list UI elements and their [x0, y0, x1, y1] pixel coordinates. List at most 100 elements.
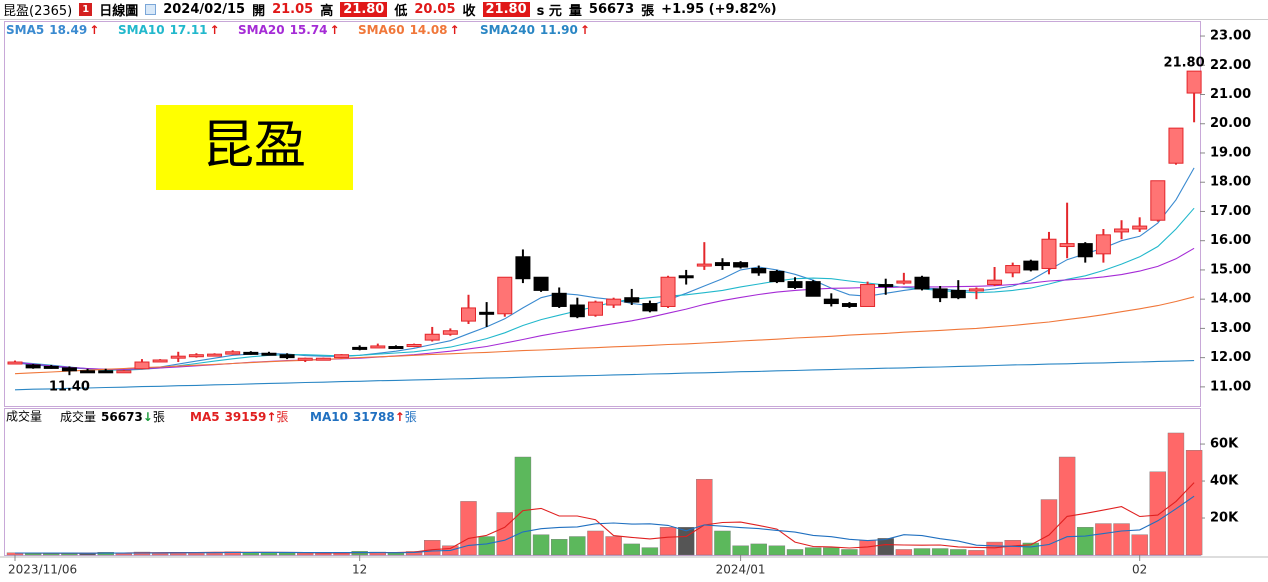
candle-body [1041, 238, 1057, 269]
y-tick-label: 60K [1210, 437, 1239, 452]
y-tick-label: 13.00 [1210, 321, 1251, 336]
price-panel [4, 21, 1201, 407]
ma-line [14, 296, 1195, 375]
candle-body [116, 370, 132, 374]
legend-arrow: ↑ [450, 23, 460, 37]
change: +1.95 (+9.82%) [661, 2, 777, 17]
stock-name: 昆盈(2365) [3, 4, 73, 19]
volume-bar [496, 512, 513, 556]
volume-bar [750, 543, 767, 556]
candle-body [696, 263, 712, 267]
header-bar: 昆盈(2365) 1 日線圖 2024/02/15 開 21.05 高 21.8… [0, 0, 1268, 20]
candle-body [297, 357, 313, 361]
volume-bar [841, 549, 858, 556]
candle-body [134, 361, 150, 370]
period[interactable]: 日線圖 [99, 4, 139, 19]
high-label: 高 [320, 4, 334, 19]
candle-body [406, 343, 422, 348]
candle-body [315, 357, 331, 361]
candle-body [334, 354, 350, 359]
legend-entry: MA5 39159↑張 [190, 410, 288, 424]
candle-body [352, 346, 368, 350]
candle-body [279, 354, 295, 359]
legend-value: 17.11 [170, 23, 208, 37]
y-tick-label: 23.00 [1210, 29, 1251, 44]
candle-body [678, 275, 694, 279]
y-tick-label: 20.00 [1210, 116, 1251, 131]
candle-body [98, 370, 114, 374]
volume-bar [768, 545, 786, 556]
legend-name: SMA5 [6, 23, 44, 37]
volume-value: 56673 [588, 2, 635, 17]
y-tick-label: 19.00 [1210, 145, 1251, 160]
candle-body [388, 346, 404, 350]
volume-bar [732, 545, 749, 556]
x-tick-label: 2024/01 [716, 563, 766, 577]
close-label: 收 [462, 4, 476, 19]
y-tick-label: 11.00 [1210, 379, 1251, 394]
volume-bar [315, 553, 332, 556]
candle-body [497, 276, 513, 315]
candle-body [1023, 260, 1039, 271]
y-tick-label: 15.00 [1210, 262, 1251, 277]
volume-bar [659, 527, 677, 556]
candle-body [152, 359, 168, 363]
legend-arrow: ↑ [395, 410, 405, 424]
low-label: 低 [394, 4, 408, 19]
candle-body [624, 297, 640, 303]
y-tick-label: 17.00 [1210, 204, 1251, 219]
candle-body [43, 365, 59, 369]
volume-unit: 張 [641, 4, 655, 19]
candle-body [1150, 180, 1166, 221]
ma-line [14, 167, 1195, 371]
legend-arrow: ↓ [143, 410, 153, 424]
volume-title: 成交量 [6, 409, 42, 424]
high-value: 21.80 [340, 2, 388, 17]
volume-bar [551, 539, 568, 556]
candle-body [660, 276, 676, 307]
volume-bar [823, 547, 840, 556]
legend-name: SMA240 [480, 23, 535, 37]
legend-arrow: ↑ [89, 23, 99, 37]
candle-body [442, 330, 458, 335]
volume-bar [405, 551, 423, 556]
volume-bar [641, 547, 659, 556]
volume-bar [569, 536, 586, 556]
candle-body [823, 298, 839, 305]
volume-bar [532, 534, 550, 556]
volume-bar [1004, 540, 1021, 556]
candle-body [787, 281, 803, 288]
x-tick-label: 02 [1132, 563, 1147, 577]
volume-bar [895, 549, 913, 556]
candle-body [950, 289, 966, 299]
candle-body [569, 304, 585, 318]
y-tick-label: 18.00 [1210, 175, 1251, 190]
volume-bar [714, 530, 731, 556]
volume-bar [677, 527, 695, 556]
legend-entry: MA10 31788↑張 [310, 410, 417, 424]
volume-bar [1095, 523, 1112, 556]
candle-body [1005, 265, 1021, 274]
checkbox[interactable] [145, 4, 157, 15]
candle-body [533, 276, 549, 291]
candle-body [461, 307, 476, 322]
candle-body [606, 298, 622, 306]
volume-bar [696, 478, 713, 556]
legend-value: 14.08 [410, 23, 448, 37]
legend-entry: SMA60 14.08 ↑ [358, 23, 460, 37]
volume-bar [1167, 432, 1185, 556]
candle-body [170, 355, 186, 359]
volume-bar [460, 501, 477, 556]
volume-bar [605, 536, 622, 556]
legend-value: 15.74 [290, 23, 328, 37]
badge[interactable]: 1 [79, 3, 93, 16]
ma-line [14, 360, 1195, 391]
legend-value: 18.49 [49, 23, 87, 37]
candle-body [80, 370, 96, 374]
volume-bar [786, 549, 804, 556]
candle-body [860, 284, 876, 307]
ma-line [14, 207, 1195, 371]
candle-body [243, 351, 259, 355]
legend-arrow: ↑ [266, 410, 276, 424]
